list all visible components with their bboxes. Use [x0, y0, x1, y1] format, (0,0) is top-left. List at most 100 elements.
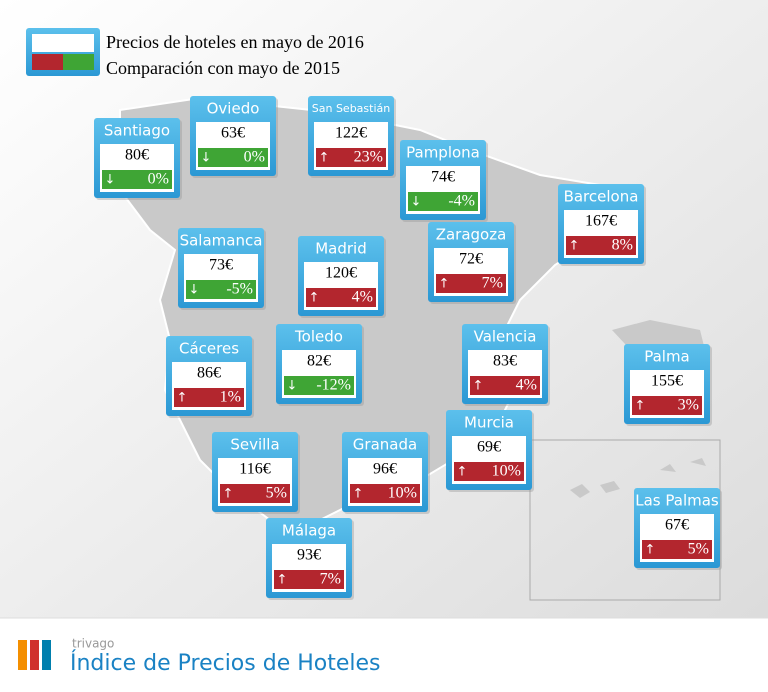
price: 63€ — [221, 125, 245, 142]
trend-arrow: ↓ — [201, 151, 212, 166]
change: -4% — [448, 193, 475, 210]
change: 0% — [244, 149, 265, 166]
change-bar — [350, 484, 420, 503]
city-name: Salamanca — [180, 232, 263, 250]
price: 73€ — [209, 257, 233, 274]
price: 74€ — [431, 169, 455, 186]
city-name: Zaragoza — [436, 226, 507, 244]
price: 120€ — [325, 265, 357, 282]
trend-arrow: ↑ — [177, 391, 188, 406]
trend-arrow: ↑ — [473, 379, 484, 394]
change: 1% — [220, 389, 241, 406]
change-bar — [274, 570, 344, 589]
change: 23% — [354, 149, 383, 166]
logo-bar — [30, 640, 39, 670]
trend-arrow: ↑ — [439, 277, 450, 292]
map-canary — [570, 458, 706, 498]
change-bar — [102, 170, 172, 189]
city-name: Palma — [644, 348, 690, 366]
price: 93€ — [297, 547, 321, 564]
city-card: Palma 155€ ↑ 3% — [624, 344, 712, 426]
city-name: Madrid — [315, 240, 367, 258]
change: 3% — [678, 397, 699, 414]
city-card: Valencia 83€ ↑ 4% — [462, 324, 550, 406]
change: 5% — [688, 541, 709, 558]
change-bar — [220, 484, 290, 503]
trend-arrow: ↓ — [411, 195, 422, 210]
legend-price-swatch — [32, 34, 94, 52]
change: 7% — [320, 571, 341, 588]
canary-inset — [529, 439, 721, 601]
change: 10% — [492, 463, 521, 480]
city-card: Santiago 80€ ↓ 0% — [94, 118, 182, 200]
city-name: Pamplona — [406, 144, 480, 162]
city-name: Toledo — [294, 328, 343, 346]
change: 5% — [266, 485, 287, 502]
legend-red — [32, 54, 63, 70]
change-bar — [186, 280, 256, 299]
legend: Precios de hoteles en mayo de 2016 Compa… — [26, 28, 364, 78]
city-name: Málaga — [282, 522, 336, 540]
change: 8% — [612, 237, 633, 254]
city-card: Granada 96€ ↑ 10% — [342, 432, 430, 514]
city-card: Salamanca 73€ ↓ -5% — [178, 228, 266, 310]
city-name: Murcia — [464, 414, 514, 432]
city-name: Santiago — [104, 122, 170, 140]
change: 4% — [516, 377, 537, 394]
change: 4% — [352, 289, 373, 306]
city-name: Cáceres — [179, 340, 239, 358]
price: 86€ — [197, 365, 221, 382]
footer-title: Índice de Precios de Hoteles — [70, 650, 381, 676]
trend-arrow: ↑ — [223, 487, 234, 502]
city-name: Sevilla — [230, 436, 279, 454]
change-bar — [316, 148, 386, 167]
city-card: Málaga 93€ ↑ 7% — [266, 518, 354, 600]
price: 69€ — [477, 439, 501, 456]
change-bar — [642, 540, 712, 559]
change-bar — [632, 396, 702, 415]
change-bar — [454, 462, 524, 481]
trend-arrow: ↓ — [189, 283, 200, 298]
legend-change: Comparación con mayo de 2015 — [106, 58, 340, 78]
city-card: Murcia 69€ ↑ 10% — [446, 410, 534, 492]
city-card: Las Palmas 67€ ↑ 5% — [634, 488, 722, 570]
city-name: Las Palmas — [635, 492, 719, 510]
city-name: Valencia — [474, 328, 537, 346]
logo-bar — [42, 640, 51, 670]
legend-green — [63, 54, 94, 70]
price: 96€ — [373, 461, 397, 478]
logo-bar — [18, 640, 27, 670]
price: 67€ — [665, 517, 689, 534]
city-card: San Sebastián 122€ ↑ 23% — [308, 96, 396, 178]
price: 72€ — [459, 251, 483, 268]
change: 7% — [482, 275, 503, 292]
trend-arrow: ↑ — [277, 573, 288, 588]
city-name: Granada — [353, 436, 417, 454]
change: -12% — [316, 377, 351, 394]
price: 83€ — [493, 353, 517, 370]
change-bar — [198, 148, 268, 167]
trend-arrow: ↑ — [645, 543, 656, 558]
change-bar — [284, 376, 354, 395]
city-card: Sevilla 116€ ↑ 5% — [212, 432, 300, 514]
city-name: San Sebastián — [312, 102, 391, 115]
trend-arrow: ↑ — [457, 465, 468, 480]
price: 167€ — [585, 213, 617, 230]
change: 10% — [388, 485, 417, 502]
city-card: Oviedo 63€ ↓ 0% — [190, 96, 278, 178]
price: 116€ — [239, 461, 270, 478]
city-card: Barcelona 167€ ↑ 8% — [558, 184, 646, 266]
price: 80€ — [125, 147, 149, 164]
change-bar — [566, 236, 636, 255]
city-card: Zaragoza 72€ ↑ 7% — [428, 222, 516, 304]
legend-price: Precios de hoteles en mayo de 2016 — [106, 32, 364, 52]
city-name: Oviedo — [207, 100, 260, 118]
change-bar — [306, 288, 376, 307]
trend-arrow: ↑ — [635, 399, 646, 414]
footer — [0, 618, 768, 688]
city-card: Pamplona 74€ ↓ -4% — [400, 140, 488, 222]
trend-arrow: ↑ — [353, 487, 364, 502]
price: 155€ — [651, 373, 683, 390]
change-bar — [174, 388, 244, 407]
footer-brand: trivago — [72, 637, 114, 651]
